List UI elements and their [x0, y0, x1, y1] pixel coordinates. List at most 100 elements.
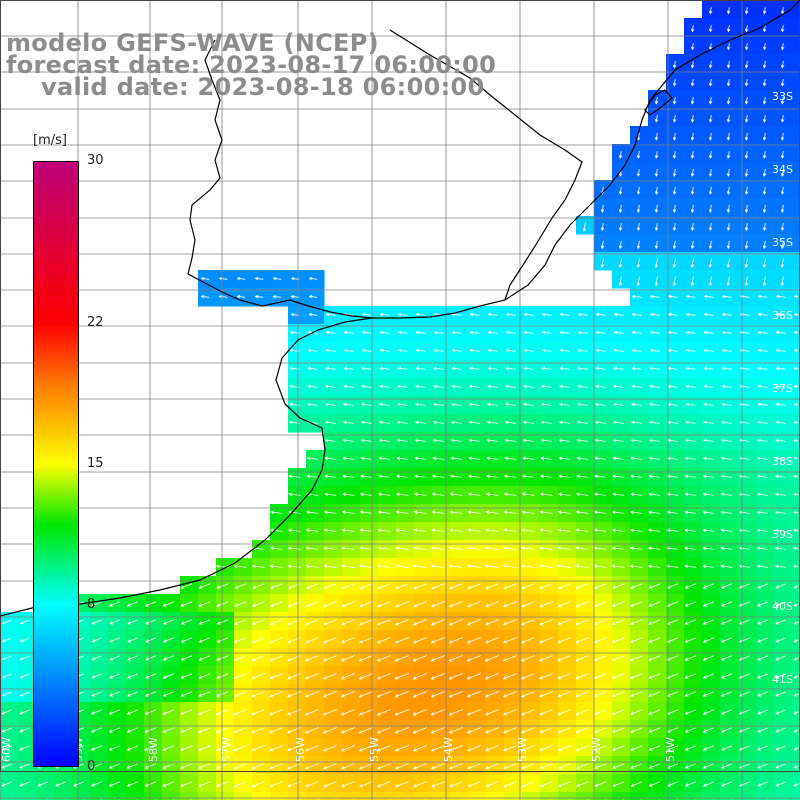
- wind-arrow: [431, 546, 445, 550]
- wind-arrow: [360, 438, 373, 443]
- wind-arrow: [774, 528, 786, 533]
- wind-arrow: [198, 601, 211, 607]
- wind-arrow: [431, 528, 445, 532]
- wind-arrow: [269, 781, 283, 788]
- wind-arrow: [631, 402, 642, 407]
- wind-arrow: [649, 312, 660, 317]
- wind-arrow: [523, 366, 534, 371]
- wind-arrow: [322, 691, 337, 698]
- wind-arrow: [343, 366, 354, 371]
- wind-arrow: [430, 727, 445, 734]
- wind-arrow: [593, 510, 607, 515]
- wind-arrow: [415, 366, 426, 371]
- wind-arrow: [308, 276, 318, 281]
- wind-arrow: [756, 528, 769, 533]
- wind-arrow: [775, 348, 786, 353]
- wind-arrow: [720, 583, 733, 589]
- wind-arrow: [792, 474, 800, 479]
- wind-arrow: [793, 402, 800, 407]
- wind-arrow: [341, 619, 355, 626]
- wind-arrow: [323, 583, 337, 590]
- wind-arrow: [324, 456, 337, 461]
- wind-arrow: [793, 728, 800, 733]
- wind-arrow: [780, 186, 785, 195]
- wind-arrow: [793, 782, 800, 787]
- wind-arrow: [127, 655, 138, 661]
- wind-arrow: [340, 727, 355, 734]
- wind-arrow: [358, 709, 373, 716]
- wind-arrow: [287, 745, 301, 752]
- wind-arrow: [180, 781, 193, 787]
- wind-arrow: [521, 709, 535, 716]
- wind-arrow: [466, 745, 481, 752]
- wind-arrow: [792, 492, 800, 497]
- wind-cell: [792, 756, 800, 775]
- wind-arrow: [702, 546, 715, 551]
- wind-arrow: [636, 276, 641, 287]
- wind-arrow: [413, 510, 427, 515]
- wind-arrow: [613, 366, 624, 371]
- wind-arrow: [233, 691, 247, 698]
- wind-arrow: [702, 727, 715, 733]
- wind-arrow: [486, 420, 499, 425]
- wind-arrow: [720, 673, 733, 679]
- wind-arrow: [180, 763, 193, 769]
- wind-cell: [180, 792, 199, 800]
- wind-arrow: [648, 637, 661, 643]
- wind-arrow: [690, 43, 695, 51]
- wind-arrow: [757, 384, 768, 389]
- wind-arrow: [503, 474, 517, 479]
- wind-arrow: [611, 583, 625, 589]
- wind-arrow: [721, 384, 732, 389]
- wind-arrow: [324, 474, 337, 479]
- wind-arrow: [504, 402, 516, 407]
- wind-arrow: [379, 312, 390, 317]
- wind-arrow: [762, 186, 767, 195]
- wind-cell: [234, 792, 253, 800]
- wind-arrow: [233, 619, 247, 626]
- wind-cell: [792, 720, 800, 739]
- wind-arrow: [690, 132, 695, 141]
- wind-arrow: [468, 438, 481, 443]
- wind-arrow: [233, 763, 247, 770]
- wind-arrow: [395, 546, 409, 550]
- wind-cell: [648, 792, 667, 800]
- wind-arrow: [413, 528, 427, 532]
- wind-arrow: [631, 330, 642, 335]
- wind-arrow: [685, 312, 696, 317]
- wind-arrow: [269, 673, 283, 680]
- wind-arrow: [559, 348, 570, 353]
- wind-arrow: [126, 763, 139, 769]
- wind-arrow: [180, 637, 193, 643]
- wind-arrow: [287, 691, 301, 698]
- wind-arrow: [1, 745, 12, 751]
- wind-arrow: [600, 222, 605, 232]
- wind-arrow: [269, 528, 283, 533]
- wind-arrow: [539, 655, 553, 662]
- wind-arrow: [757, 727, 768, 733]
- wind-arrow: [484, 691, 499, 698]
- wind-arrow: [702, 583, 715, 589]
- wind-arrow: [575, 564, 589, 568]
- wind-arrow: [90, 781, 103, 787]
- wind-arrow: [414, 402, 426, 407]
- wind-arrow: [648, 763, 661, 769]
- wind-arrow: [611, 510, 625, 515]
- wind-arrow: [793, 674, 800, 679]
- wind-arrow: [304, 727, 319, 734]
- wind-arrow: [449, 781, 463, 788]
- wind-arrow: [684, 781, 697, 787]
- wind-arrow: [430, 564, 445, 568]
- wind-arrow: [269, 763, 283, 770]
- wind-arrow: [708, 79, 713, 87]
- wind-arrow: [726, 79, 731, 87]
- wind-arrow: [726, 258, 731, 269]
- wind-cell: [18, 792, 37, 800]
- wind-arrow: [251, 655, 265, 662]
- wind-arrow: [325, 312, 336, 317]
- wind-arrow: [394, 745, 409, 752]
- wind-cell: [252, 792, 271, 800]
- wind-arrow: [744, 79, 749, 87]
- wind-arrow: [269, 601, 283, 608]
- wind-arrow: [775, 312, 786, 317]
